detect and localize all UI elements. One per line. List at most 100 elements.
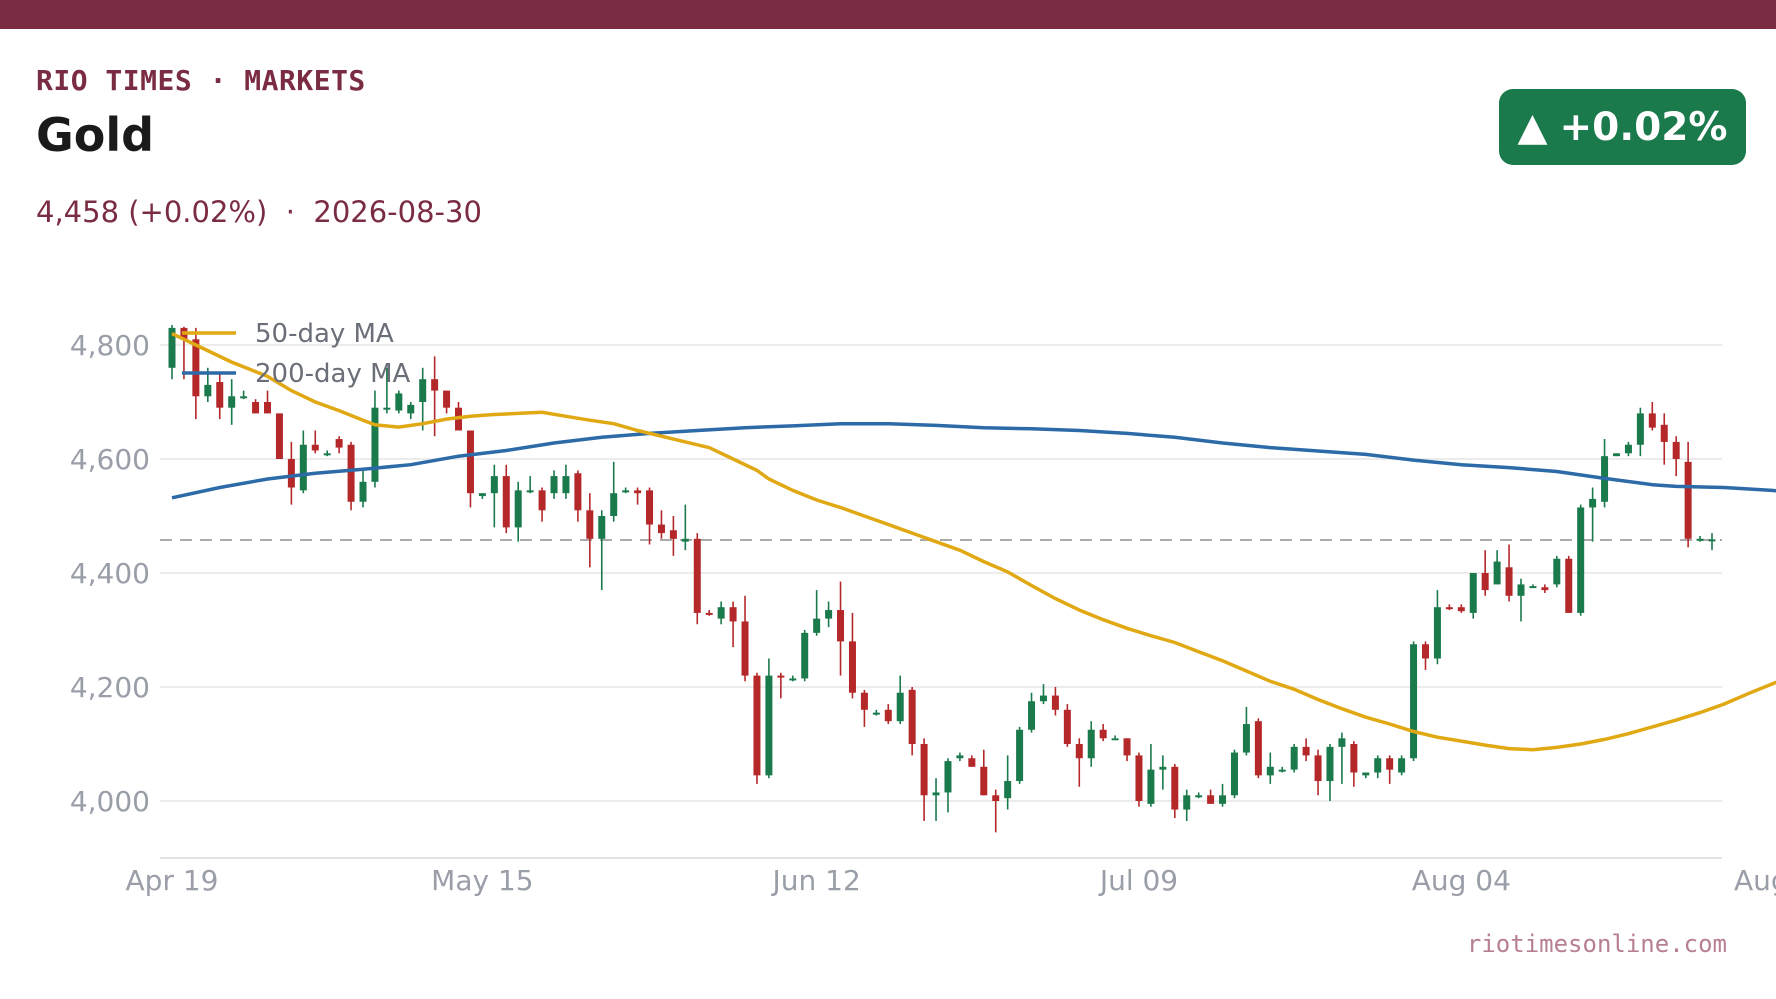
candle-up — [1039, 684, 1047, 705]
candle-up — [1362, 772, 1370, 779]
candle-up — [717, 601, 725, 625]
candle-up — [1338, 732, 1346, 784]
candle-up — [514, 481, 522, 542]
candle-up — [1708, 533, 1716, 551]
candle-down — [908, 687, 916, 756]
candle-down — [275, 413, 283, 459]
x-tick-label: Aug 30 — [1734, 864, 1776, 897]
candle-down — [586, 493, 594, 568]
candles-group — [168, 325, 1716, 833]
candle-down — [1672, 436, 1680, 477]
candle-down — [311, 430, 319, 454]
candle-body — [1696, 538, 1704, 541]
candle-up — [359, 470, 367, 508]
candle-body — [168, 327, 176, 368]
x-tick-label: Apr 19 — [126, 864, 219, 897]
candle-body — [944, 761, 952, 793]
candle-up — [1601, 439, 1609, 508]
candle-body — [228, 396, 236, 408]
candle-up — [1529, 584, 1537, 589]
candle-up — [1016, 726, 1024, 784]
candle-body — [562, 476, 570, 494]
candle-up — [1433, 590, 1441, 665]
candle-body — [311, 444, 319, 451]
x-tick-label: Jul 09 — [1098, 864, 1178, 897]
candle-body — [1326, 746, 1334, 782]
candle-up — [1111, 735, 1119, 741]
candle-down — [1386, 755, 1394, 784]
candle-body — [1648, 413, 1656, 428]
candle-down — [1171, 763, 1179, 819]
candle-down — [1541, 584, 1549, 593]
candle-body — [1004, 781, 1012, 799]
candle-body — [789, 678, 797, 681]
candle-down — [1505, 544, 1513, 602]
candle-body — [1469, 573, 1477, 613]
candle-body — [622, 490, 630, 493]
candle-down — [574, 470, 582, 522]
candle-down — [1254, 718, 1262, 779]
candle-body — [287, 459, 295, 488]
candle-body — [514, 490, 522, 528]
candle-down — [634, 487, 642, 505]
candle-down — [1565, 555, 1573, 613]
x-axis-labels: Apr 19 May 15 Jun 12 Jul 09 Aug 04 Aug 30 — [126, 864, 1776, 897]
candle-up — [1577, 504, 1585, 616]
candle-down — [443, 390, 451, 414]
candle-up — [1326, 744, 1334, 801]
candle-body — [598, 516, 606, 539]
candle-down — [992, 789, 1000, 833]
top-accent-bar — [0, 0, 1776, 29]
candle-body — [1123, 738, 1131, 756]
candle-body — [1577, 507, 1585, 613]
candle-down — [1063, 704, 1071, 747]
candle-body — [1589, 498, 1597, 508]
candle-body — [777, 675, 785, 678]
candle-body — [1386, 758, 1394, 770]
candle-body — [1338, 738, 1346, 747]
candle-body — [813, 618, 821, 633]
candle-down — [753, 672, 761, 784]
candle-body — [1505, 567, 1513, 596]
candle-down — [1421, 641, 1429, 670]
candle-up — [1696, 535, 1704, 542]
candle-up — [896, 675, 904, 725]
candle-body — [1624, 444, 1632, 454]
candle-body — [1553, 558, 1561, 585]
grid-lines — [160, 344, 1722, 859]
candle-down — [920, 738, 928, 821]
candle-body — [1410, 644, 1418, 759]
ma50-line — [171, 332, 1776, 752]
candle-body — [371, 407, 379, 482]
candle-down — [646, 487, 654, 545]
candle-body — [1195, 795, 1203, 798]
candle-body — [765, 675, 773, 776]
candle-body — [1063, 709, 1071, 744]
candle-body — [1028, 701, 1036, 730]
candle-body — [753, 675, 761, 776]
candle-body — [896, 692, 904, 722]
candle-body — [538, 490, 546, 511]
candle-down — [502, 464, 510, 534]
candle-body — [443, 390, 451, 408]
candle-body — [705, 612, 713, 615]
candle-body — [1445, 607, 1453, 610]
candle-body — [1708, 539, 1716, 542]
candle-up — [490, 464, 498, 528]
candle-down — [264, 390, 272, 414]
candle-down — [705, 610, 713, 616]
candle-body — [1302, 746, 1310, 756]
candle-body — [693, 538, 701, 613]
candle-body — [968, 758, 976, 767]
candle-body — [574, 473, 582, 511]
candle-up — [1410, 641, 1418, 762]
candle-up — [1398, 755, 1406, 776]
candle-body — [419, 379, 427, 402]
candle-body — [1087, 729, 1095, 759]
candle-body — [1254, 721, 1262, 776]
change-badge: ▲ +0.02% — [1499, 89, 1746, 165]
candle-body — [1099, 729, 1107, 739]
candle-body — [646, 490, 654, 525]
candle-up — [801, 630, 809, 682]
candle-body — [216, 382, 224, 408]
